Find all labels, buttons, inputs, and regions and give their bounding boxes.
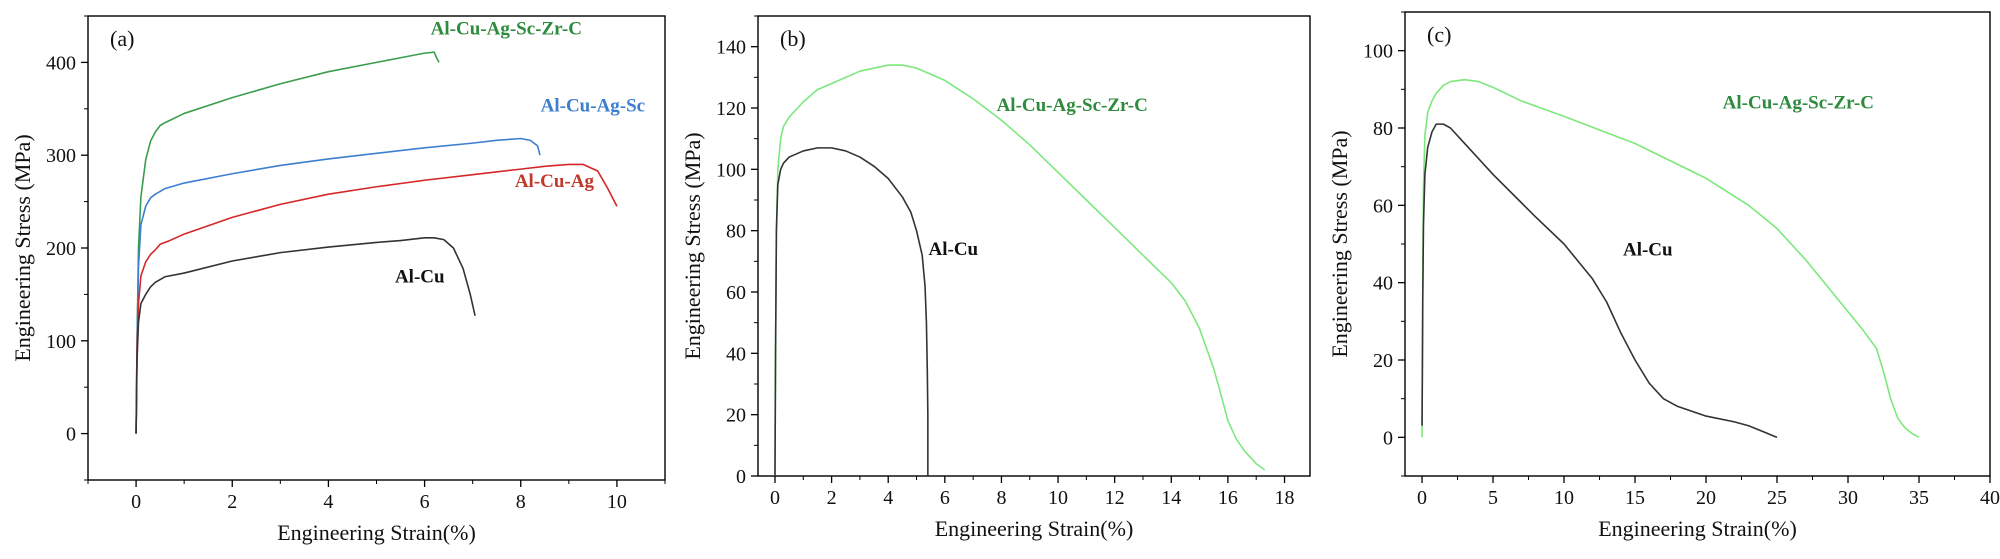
panel-c-y-axis-title: Engineering Stress (MPa) xyxy=(1327,130,1352,357)
panel-b-x-tick-label: 6 xyxy=(940,487,950,509)
panel-c-plot-frame xyxy=(1404,11,1991,477)
panel-c: 0 5 10 15 20 25 30 35 40 0 20 40 60 80 100 Engineering … xyxy=(1327,11,2000,541)
panel-a-series-al-cu-ag-sc-line xyxy=(135,137,541,434)
panel-b-x-tick-label: 14 xyxy=(1161,487,1181,509)
panel-b-x-tick-label: 12 xyxy=(1105,487,1125,509)
panel-b-y-tick-label: 60 xyxy=(726,282,746,304)
panel-b-panel-label: (b) xyxy=(780,26,806,51)
panel-b-plot-frame xyxy=(757,15,1311,477)
panel-c-y-tick-label: 0 xyxy=(1383,427,1393,449)
panel-a-series-al-cu-label: Al-Cu xyxy=(395,266,445,287)
panel-b-x-axis-title: Engineering Strain(%) xyxy=(935,516,1134,541)
panel-b-series-al-cu-ag-sc-zr-c-line xyxy=(774,64,1266,477)
panel-c-y-tick-label: 20 xyxy=(1373,350,1393,372)
panel-a-series-al-cu-ag-sc-zr-c-line xyxy=(135,51,440,434)
panel-c-x-tick-label: 40 xyxy=(1980,487,2000,509)
panel-a-panel-label: (a) xyxy=(110,26,134,51)
panel-c-y-tick-label: 60 xyxy=(1373,195,1393,217)
panel-b-x-tick-label: 18 xyxy=(1275,487,1295,509)
panel-b-series-al-cu-label: Al-Cu xyxy=(929,239,979,260)
panel-a-y-tick-label: 300 xyxy=(46,145,76,167)
panel-b-x-tick-label: 0 xyxy=(770,487,780,509)
panel-b-x-tick-label: 8 xyxy=(996,487,1006,509)
panel-c-series-al-cu-ag-sc-zr-c-line xyxy=(1421,78,1920,439)
panel-b: 0 2 4 6 8 10 12 14 16 18 0 20 40 60 80 100 120 140 Enginee… xyxy=(680,15,1311,541)
panel-b-y-tick-label: 20 xyxy=(726,405,746,427)
panel-c-x-tick-label: 0 xyxy=(1417,487,1427,509)
panel-a-series-al-cu-ag-sc-zr-c-label: Al-Cu-Ag-Sc-Zr-C xyxy=(431,19,582,40)
panel-c-series-al-cu-ag-sc-zr-c-label: Al-Cu-Ag-Sc-Zr-C xyxy=(1723,93,1874,114)
panel-c-x-tick-label: 5 xyxy=(1488,487,1498,509)
panel-a-x-tick-label: 8 xyxy=(516,491,526,513)
panel-a-y-axis-title: Engineering Stress (MPa) xyxy=(10,134,35,361)
panel-b-y-axis-title: Engineering Stress (MPa) xyxy=(680,132,705,359)
panel-a-y-tick-label: 0 xyxy=(66,424,76,446)
panel-c-x-tick-label: 10 xyxy=(1554,487,1574,509)
panel-a-series-al-cu-ag-line xyxy=(135,163,618,434)
panel-a-x-tick-label: 10 xyxy=(607,491,627,513)
panel-b-series-al-cu-line xyxy=(774,147,929,477)
panel-a-x-tick-label: 0 xyxy=(131,491,141,513)
panel-b-y-tick-label: 140 xyxy=(716,37,746,59)
panel-b-y-tick-label: 0 xyxy=(736,466,746,488)
panel-b-y-tick-label: 40 xyxy=(726,343,746,365)
panel-c-y-tick-label: 80 xyxy=(1373,118,1393,140)
panel-c-y-tick-label: 40 xyxy=(1373,273,1393,295)
panel-c-x-axis-title: Engineering Strain(%) xyxy=(1598,516,1797,541)
panel-b-x-tick-label: 16 xyxy=(1218,487,1238,509)
panel-a-x-axis-title: Engineering Strain(%) xyxy=(277,520,476,545)
panel-a-plot-frame xyxy=(87,15,666,481)
panel-a-series-al-cu-line xyxy=(135,236,476,434)
panel-c-x-tick-label: 25 xyxy=(1767,487,1787,509)
panel-a-y-tick-label: 400 xyxy=(46,52,76,74)
panel-a-x-tick-label: 4 xyxy=(323,491,333,513)
panel-a-series-al-cu-ag-sc-label: Al-Cu-Ag-Sc xyxy=(541,96,646,117)
panel-a-x-tick-label: 2 xyxy=(227,491,237,513)
panel-a-y-tick-label: 200 xyxy=(46,238,76,260)
panel-c-series-al-cu-line xyxy=(1421,123,1778,439)
panel-c-x-tick-label: 35 xyxy=(1909,487,1929,509)
panel-b-y-tick-label: 100 xyxy=(716,159,746,181)
panel-b-x-tick-label: 10 xyxy=(1048,487,1068,509)
panel-c-x-tick-label: 30 xyxy=(1838,487,1858,509)
panel-a-y-tick-label: 100 xyxy=(46,331,76,353)
panel-b-series-al-cu-ag-sc-zr-c-label: Al-Cu-Ag-Sc-Zr-C xyxy=(997,95,1148,116)
panel-b-y-tick-label: 80 xyxy=(726,221,746,243)
panel-b-y-tick-label: 120 xyxy=(716,98,746,120)
panel-c-series-al-cu-label: Al-Cu xyxy=(1623,240,1673,261)
panel-b-x-tick-label: 2 xyxy=(827,487,837,509)
panel-c-y-tick-label: 100 xyxy=(1363,41,1393,63)
panel-a-x-tick-label: 6 xyxy=(420,491,430,513)
panel-b-x-tick-label: 4 xyxy=(883,487,893,509)
panel-c-x-tick-label: 15 xyxy=(1625,487,1645,509)
panel-c-x-tick-label: 20 xyxy=(1696,487,1716,509)
panel-a-series-al-cu-ag-label: Al-Cu-Ag xyxy=(515,171,595,192)
panel-c-panel-label: (c) xyxy=(1427,22,1451,47)
